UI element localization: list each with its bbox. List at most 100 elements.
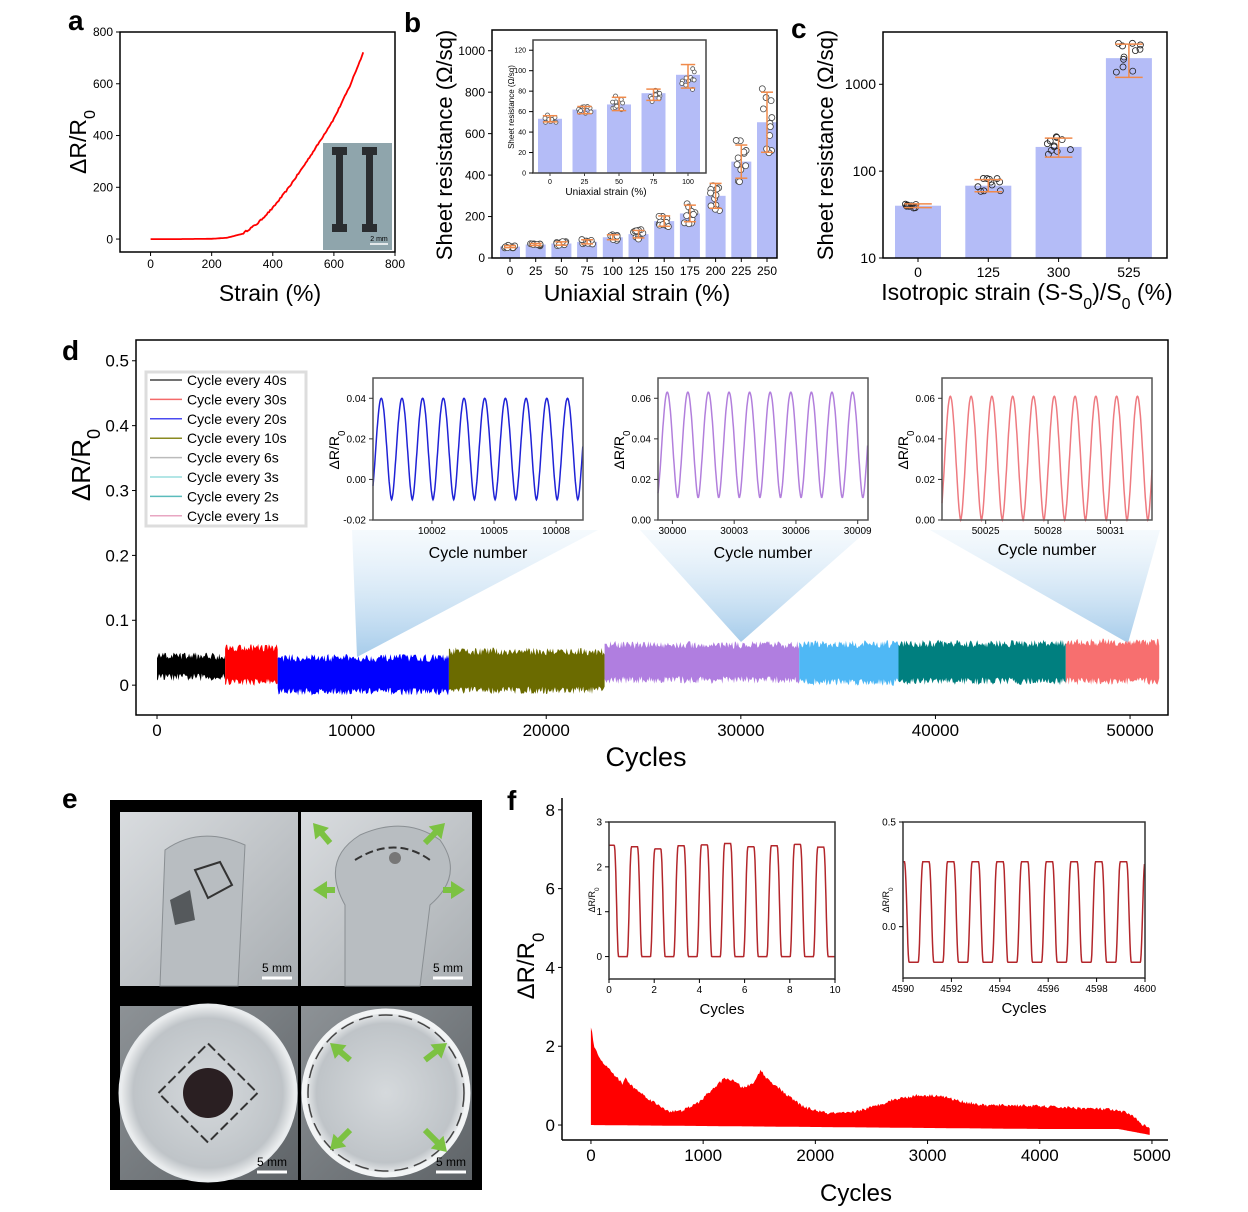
x-tick-label: 0 [548, 179, 552, 186]
inset-signal-line [372, 397, 584, 502]
inset-x-axis-label: Cycle number [998, 542, 1097, 559]
data-point [690, 66, 696, 72]
scale-bar-label: 5 mm [262, 961, 292, 975]
y-tick-label: 2 [546, 1037, 555, 1056]
center-electrode [183, 1068, 233, 1118]
y-tick-label: -0.02 [343, 516, 366, 527]
inset-x-axis-label: Cycles [1001, 1000, 1046, 1017]
sample-pad [332, 147, 347, 155]
zoom-funnel [930, 530, 1160, 643]
label-part: ΔR/R [587, 891, 597, 913]
x-tick-label: 50000 [1106, 721, 1153, 740]
subscript: 0 [1122, 295, 1131, 313]
inset-frame [608, 821, 836, 980]
label-part: ΔR/R [611, 436, 627, 469]
x-tick-label: 30000 [717, 721, 764, 740]
label-part: )/S [1092, 279, 1121, 305]
x-tick-label: 10000 [328, 721, 375, 740]
y-tick-label: 600 [465, 127, 485, 141]
x-tick-label: 600 [324, 257, 344, 271]
data-point [657, 90, 662, 96]
label-part: ΔR/R [326, 436, 342, 469]
series-band [1065, 638, 1160, 686]
x-tick-label: 75 [580, 264, 594, 278]
y-axis-label: ΔR/R0 [65, 110, 99, 174]
data-point [988, 181, 996, 189]
legend-entry: Cycle every 20s [187, 411, 287, 427]
x-tick-label: 30009 [844, 526, 872, 537]
x-axis-label: Uniaxial strain (%) [544, 280, 731, 306]
x-tick-label: 8 [787, 985, 793, 996]
x-tick-label: 3000 [909, 1146, 947, 1165]
bar [757, 122, 777, 259]
legend-entry: Cycle every 3s [187, 469, 279, 485]
data-point [767, 97, 775, 105]
data-point [614, 103, 620, 109]
x-tick-label: 100 [682, 179, 694, 186]
expanded-electrode [307, 1014, 465, 1172]
sample-pad [362, 224, 377, 232]
subscript: 0 [906, 430, 917, 436]
y-tick-label: 1000 [845, 76, 876, 92]
x-axis-label: Strain (%) [219, 280, 321, 306]
y-tick-label: 0.04 [916, 434, 936, 445]
series-band [898, 639, 1066, 686]
bar [731, 161, 752, 258]
plot-frame-b [491, 29, 778, 259]
x-axis-label: Cycles [605, 742, 686, 772]
data-point [610, 99, 615, 105]
arrowhead-icon [428, 823, 445, 840]
x-tick-label: 4000 [1021, 1146, 1059, 1165]
x-tick-label: 525 [1117, 264, 1141, 280]
y-tick-label: 0.02 [632, 475, 652, 486]
y-tick-label: 0 [106, 232, 113, 246]
data-point [733, 161, 741, 168]
data-point [691, 77, 697, 83]
inset-x-axis-label: Cycles [699, 1001, 744, 1018]
bar [654, 221, 675, 258]
sample-pad [362, 147, 377, 155]
y-tick-label: 200 [93, 180, 113, 194]
x-tick-label: 100 [603, 264, 623, 278]
x-tick-label: 4590 [892, 984, 915, 995]
x-tick-label: 0 [606, 985, 612, 996]
sample-pad [332, 224, 347, 232]
data-point [758, 85, 766, 93]
data-point [620, 100, 626, 106]
scale-bar-label: 5 mm [433, 961, 463, 975]
y-tick-label: 0.06 [632, 394, 652, 405]
data-point [542, 115, 548, 121]
x-tick-label: 0 [152, 721, 161, 740]
x-tick-label: 200 [202, 257, 222, 271]
label-part: ΔR/R [881, 891, 891, 913]
photo-composite [110, 800, 482, 1190]
x-tick-label: 25 [529, 264, 543, 278]
inset-signal-line [941, 395, 1153, 523]
inset-signal-line [903, 861, 1146, 964]
x-tick-label: 0 [586, 1146, 595, 1165]
y-tick-label: 0.3 [105, 481, 129, 500]
data-point [683, 212, 691, 219]
arrowhead-icon [330, 1133, 347, 1150]
x-tick-label: 150 [654, 264, 674, 278]
y-tick-label: 0.04 [632, 434, 652, 445]
label-part: (%) [1131, 279, 1173, 305]
y-tick-label: 0.02 [916, 475, 936, 486]
inset-background [903, 822, 1145, 978]
y-tick-label: 0.5 [882, 818, 896, 829]
y-tick-label: 0.0 [882, 922, 896, 933]
bar [572, 109, 597, 173]
x-tick-label: 4594 [989, 984, 1012, 995]
data-point [766, 123, 774, 131]
subscript: 0 [888, 887, 895, 891]
subscript: 0 [1083, 295, 1092, 313]
inset-frame [657, 377, 869, 521]
inset-y-axis-label: ΔR/R0 [587, 887, 601, 913]
y-tick-label: 100 [514, 68, 526, 75]
data-point [768, 114, 776, 121]
y-axis-label: ΔR/R0 [513, 933, 548, 1000]
panel-label-b: b [404, 7, 421, 38]
data-point [653, 92, 659, 98]
y-tick-label: 0.5 [105, 352, 129, 371]
